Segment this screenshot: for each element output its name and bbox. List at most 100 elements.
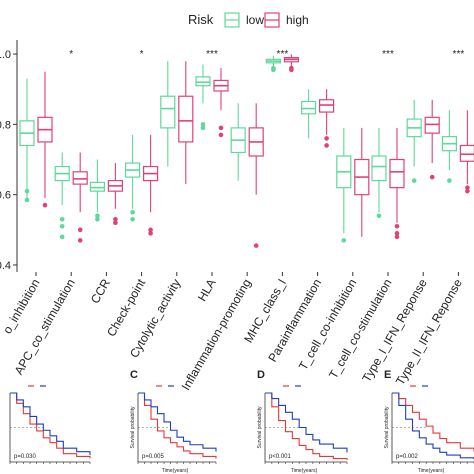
- box-high: [213, 68, 229, 138]
- x-tick-label: HLA: [195, 277, 219, 304]
- outlier-point: [447, 178, 452, 183]
- survival-curve-high: [265, 392, 348, 460]
- outlier-point: [113, 216, 118, 222]
- outlier-point: [376, 213, 382, 219]
- box-low: [195, 64, 211, 131]
- legend-title: Risk: [188, 12, 214, 27]
- x-tick-label: T_cell_co-stimulation: [326, 277, 394, 382]
- box-low: [19, 78, 35, 203]
- outlier-point: [77, 227, 83, 233]
- box-low: [301, 89, 317, 139]
- panel-x-label: Time(years): [291, 468, 318, 474]
- box-iqr: [89, 181, 106, 192]
- outlier-point: [218, 125, 224, 131]
- legend: Risk low high: [188, 12, 309, 28]
- y-tick-label: 0.6: [0, 190, 11, 202]
- outlier-point: [24, 197, 30, 203]
- outlier-point: [148, 227, 153, 233]
- box-low: [371, 127, 387, 219]
- outlier-point: [24, 188, 30, 194]
- survival-panel: D Survival probability Time(years) p<0.001: [257, 369, 348, 474]
- box-low: [441, 110, 457, 183]
- significance-mark: *: [140, 49, 144, 60]
- panel-y-label: Survival probability: [384, 406, 390, 448]
- outlier-point: [218, 132, 224, 138]
- box-low: [230, 103, 246, 181]
- panel-pvalue: p<0.001: [269, 454, 292, 460]
- outlier-point: [42, 202, 48, 208]
- legend-label-high: high: [286, 13, 309, 27]
- survival-panels: p=0.030 C Survival probability Time(years) p…: [9, 369, 474, 474]
- boxes: [19, 54, 474, 248]
- panel-label: D: [257, 369, 265, 381]
- y-tick-label: 0.4: [0, 260, 11, 272]
- significance-mark: *: [69, 49, 73, 60]
- x-tick-label: CCR: [88, 276, 113, 306]
- box-high: [424, 99, 440, 180]
- box-iqr: [72, 171, 88, 185]
- box-low: [160, 61, 176, 167]
- survival-curve-low: [10, 392, 91, 456]
- boxplot-panel: 0.40.60.81.0 ************** o_inhibition…: [0, 40, 474, 393]
- outlier-point: [465, 188, 470, 194]
- significance-mark: ***: [453, 49, 465, 60]
- box-high: [248, 103, 264, 248]
- panel-x-label: Time(years): [162, 468, 189, 474]
- outlier-point: [113, 220, 118, 226]
- box-iqr: [178, 95, 194, 143]
- outlier-point: [95, 216, 100, 222]
- significance-marks: * * *** *** *** ***: [69, 49, 464, 60]
- box-high: [72, 152, 88, 243]
- outlier-point: [289, 67, 294, 73]
- panel-x-label: Time(years): [418, 468, 445, 474]
- panel-pvalue: p=0.002: [396, 454, 419, 460]
- panel-y-label: Survival probability: [257, 406, 263, 448]
- outlier-point: [465, 185, 470, 190]
- box-iqr: [424, 116, 440, 134]
- box-low: [124, 134, 141, 222]
- box-iqr: [389, 158, 405, 189]
- box-high: [354, 127, 370, 237]
- outlier-point: [59, 224, 65, 229]
- outlier-point: [271, 67, 276, 73]
- outlier-point: [77, 238, 83, 243]
- outlier-point: [253, 243, 259, 248]
- outlier-point: [429, 174, 435, 180]
- x-tick-label: Type_I_IFN_Reponse: [359, 276, 430, 384]
- box-high: [107, 163, 124, 226]
- survival-panel: C Survival probability Time(years) p=0.005: [130, 369, 217, 474]
- outlier-point: [59, 216, 65, 222]
- box-high: [459, 110, 474, 194]
- survival-panel: E Survival probability Time(years) p=0.002: [384, 369, 474, 474]
- outlier-point: [130, 209, 135, 215]
- outlier-point: [394, 224, 400, 229]
- panel-pvalue: p=0.005: [142, 454, 165, 460]
- boxplot-plot-area: [17, 40, 474, 272]
- box-low: [89, 159, 106, 222]
- box-high: [283, 54, 299, 73]
- outlier-point: [324, 143, 329, 148]
- outlier-point: [148, 231, 153, 236]
- x-tick-label: Type_II_IFN_Reponse: [393, 276, 465, 387]
- survival-panel: p=0.030: [9, 385, 91, 464]
- survival-curve-low: [138, 392, 217, 452]
- outlier-point: [394, 231, 400, 236]
- panel-label: C: [130, 369, 138, 381]
- box-iqr: [301, 100, 317, 115]
- box-high: [37, 71, 53, 208]
- outlier-point: [411, 178, 417, 183]
- box-low: [336, 127, 352, 243]
- legend-label-low: low: [246, 13, 264, 27]
- panel-y-label: Survival probability: [130, 406, 136, 448]
- box-iqr: [160, 95, 176, 129]
- box-low: [406, 99, 422, 183]
- significance-mark: ***: [277, 49, 289, 60]
- outlier-point: [394, 234, 400, 240]
- box-high: [143, 134, 159, 236]
- box-iqr: [319, 99, 335, 113]
- outlier-point: [200, 122, 206, 127]
- box-iqr: [459, 144, 474, 162]
- box-high: [389, 127, 405, 240]
- outlier-point: [130, 216, 135, 222]
